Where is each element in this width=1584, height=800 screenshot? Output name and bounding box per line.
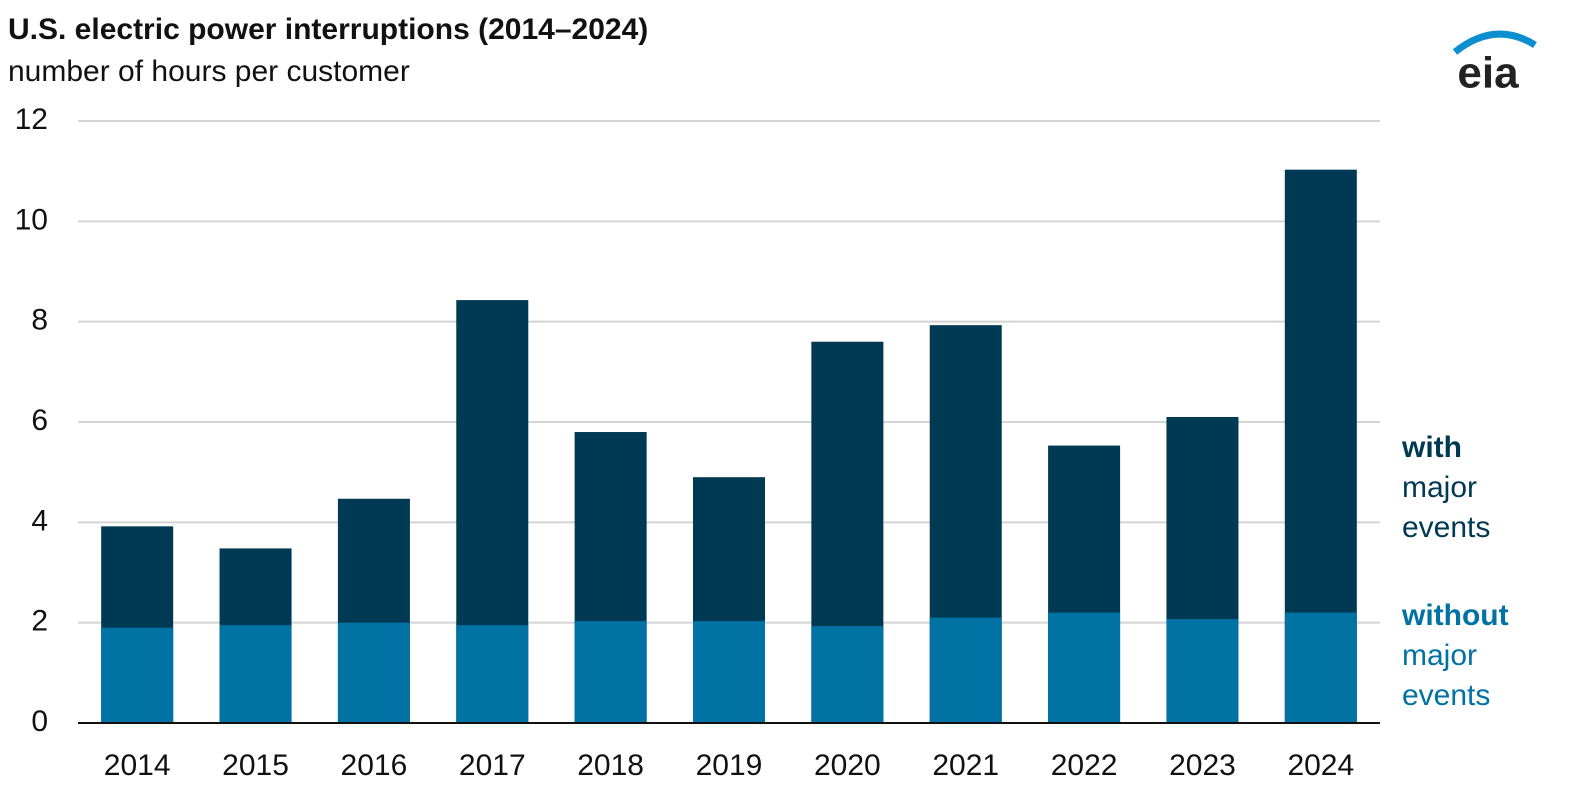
x-tick-label: 2020 [814, 749, 881, 782]
x-tick-label: 2017 [459, 749, 526, 782]
y-tick-label: 0 [31, 705, 48, 738]
x-tick-label: 2014 [104, 749, 171, 782]
x-tick-label: 2021 [932, 749, 999, 782]
logo-arc [1452, 30, 1537, 55]
y-tick-label: 10 [15, 203, 48, 236]
bar [456, 625, 529, 723]
y-tick-label: 4 [31, 504, 48, 537]
x-tick-label: 2023 [1169, 749, 1236, 782]
chart-title: U.S. electric power interruptions (2014–… [8, 13, 648, 46]
legend-item: with major events [1402, 431, 1491, 544]
bar [1166, 619, 1239, 723]
bar [101, 627, 174, 723]
bar [1048, 612, 1121, 723]
bar [1284, 612, 1357, 723]
x-tick-label: 2019 [696, 749, 763, 782]
bar [929, 617, 1002, 723]
x-tick-label: 2022 [1051, 749, 1118, 782]
chart-subtitle: number of hours per customer [8, 55, 410, 88]
bar [574, 621, 647, 723]
y-tick-label: 8 [31, 304, 48, 337]
y-tick-label: 6 [31, 404, 48, 437]
x-tick-label: 2024 [1287, 749, 1354, 782]
x-tick-label: 2018 [577, 749, 644, 782]
bar [811, 626, 884, 723]
legend-label: with major events [1402, 431, 1491, 544]
x-tick-label: 2016 [341, 749, 408, 782]
legend-label: without major events [1402, 599, 1509, 712]
logo: eia [1457, 49, 1519, 98]
legend-item: without major events [1402, 599, 1509, 712]
bar [219, 625, 292, 723]
y-tick-label: 2 [31, 605, 48, 638]
x-tick-label: 2015 [222, 749, 289, 782]
bar [693, 621, 765, 723]
y-tick-label: 12 [15, 103, 48, 136]
bar [337, 622, 410, 723]
